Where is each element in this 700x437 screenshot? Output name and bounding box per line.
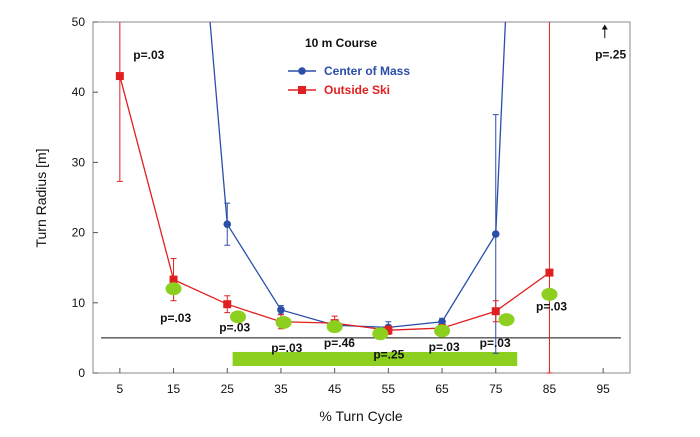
legend-com-marker [298, 67, 306, 75]
legend-outside-ski: Outside Ski [324, 83, 390, 97]
legend-ski-marker [298, 86, 306, 94]
legend: 10 m Course Center of Mass Outside Ski [288, 36, 410, 97]
y-tick-label: 20 [72, 226, 86, 240]
x-tick-label: 95 [596, 382, 610, 396]
y-tick-label: 10 [72, 296, 86, 310]
y-axis-ticks: 0 10 20 30 40 50 [72, 15, 98, 380]
green-marker [434, 324, 451, 338]
y-tick-label: 30 [72, 155, 86, 169]
green-marker [541, 287, 558, 301]
p-value-annotation: p=.03 [133, 48, 164, 62]
p-value-annotation: p=.03 [536, 300, 567, 314]
x-tick-label: 45 [328, 382, 342, 396]
green-marker [229, 310, 246, 324]
y-tick-label: 0 [78, 366, 85, 380]
data-point [223, 220, 232, 228]
data-point [491, 230, 500, 238]
legend-title: 10 m Course [305, 36, 377, 50]
significance-bar-layer [232, 351, 518, 366]
green-marker [326, 320, 343, 334]
y-tick-label: 50 [72, 15, 86, 29]
arrow-up-head [601, 24, 608, 30]
x-tick-label: 35 [274, 382, 288, 396]
p-value-annotation: p=.03 [480, 336, 511, 350]
y-axis-title: Turn Radius [m] [33, 148, 49, 247]
annotation-layer: p=.03 p=.03 p=.03 p=.03 p=.46 p=.25 p=.03 p=.03… [133, 24, 626, 361]
data-point [545, 268, 554, 277]
data-point [169, 275, 178, 284]
x-tick-label: 55 [382, 382, 396, 396]
x-axis-title: % Turn Cycle [319, 408, 402, 424]
data-point [277, 306, 285, 314]
y-tick-label: 40 [72, 85, 86, 99]
p-value-annotation: p=.03 [219, 321, 250, 335]
x-tick-label: 85 [543, 382, 557, 396]
p-value-annotation: p=.03 [160, 311, 191, 325]
data-point [438, 317, 446, 326]
x-tick-label: 15 [167, 382, 181, 396]
green-marker [275, 315, 292, 329]
green-marker [165, 282, 182, 296]
plot-border [92, 21, 631, 374]
x-tick-label: 25 [221, 382, 235, 396]
x-tick-label: 65 [435, 382, 449, 396]
x-tick-label: 5 [117, 382, 124, 396]
p-value-annotation: p=.03 [429, 340, 460, 354]
data-point [115, 72, 124, 81]
plot-frame [92, 21, 631, 374]
green-marker-layer [165, 282, 558, 341]
p-value-annotation: p=.25 [595, 48, 626, 62]
p-value-annotation: p=.25 [373, 347, 404, 361]
series-line [119, 75, 550, 331]
x-tick-label: 75 [489, 382, 503, 396]
green-marker [498, 313, 515, 327]
significance-bar [232, 351, 518, 366]
x-axis-ticks: 5 15 25 35 45 55 65 75 85 95 [117, 368, 610, 396]
p-value-annotation: p=.03 [271, 341, 302, 355]
data-point [223, 300, 232, 309]
p-value-annotation: p=.46 [324, 336, 355, 350]
green-marker [372, 327, 389, 341]
data-point [491, 307, 500, 316]
data-point [384, 326, 393, 335]
legend-center-of-mass: Center of Mass [324, 64, 410, 78]
